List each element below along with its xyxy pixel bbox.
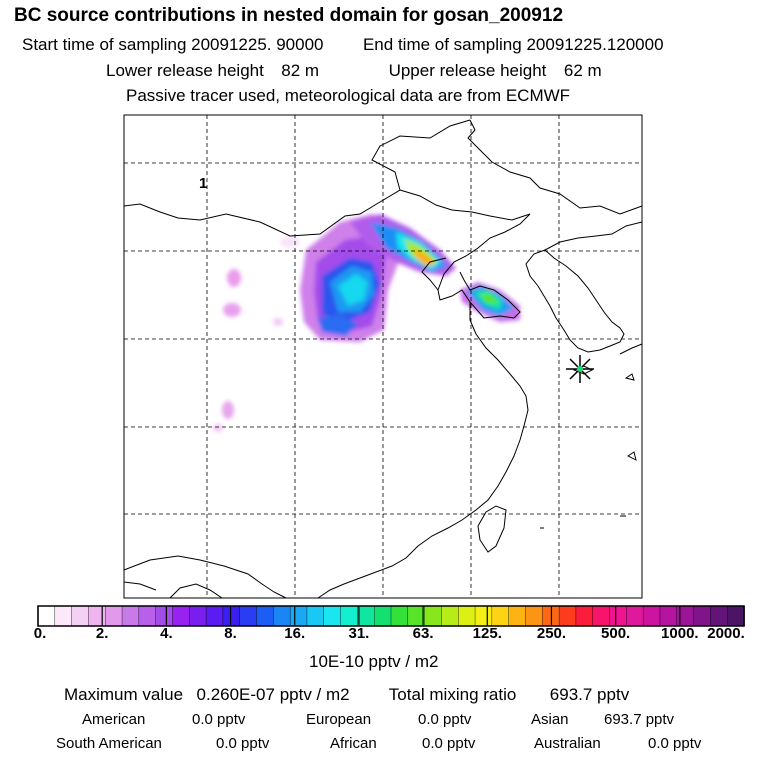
colorbar-cell [609,605,628,627]
colorbar-cell [458,605,476,627]
region-value-african: 0.0 pptv [422,735,476,752]
colorbar-cell [441,605,459,627]
region-name-european: European [306,711,372,728]
colorbar-cell [390,605,409,627]
colorbar-cell [105,605,123,627]
colorbar-cell [693,605,712,627]
sampling-times-line: Start time of sampling 20091225. 90000 E… [22,35,664,55]
colorbar-cell [71,605,90,627]
colorbar-unit: 10E-10 pptv / m2 [309,652,439,671]
colorbar-label: 1000. [661,625,699,642]
total-mixing-label: Total mixing ratio [388,685,517,704]
end-time-label: End time of sampling [362,35,522,54]
colorbar-label: 4. [160,625,173,642]
region-name-african: African [330,735,377,752]
colorbar-cell [289,605,308,627]
colorbar-cell [659,605,678,627]
map-gridlines [124,115,642,598]
region-value-asian: 693.7 pptv [604,711,675,728]
colorbar-cell [340,605,359,627]
lower-height-value: 82 m [281,61,320,80]
colorbar-cell [575,605,594,627]
colorbar-label: 2000. [707,625,745,642]
region-name-american: American [82,711,146,728]
upper-height-label: Upper release height [388,61,547,80]
colorbar-cell [323,605,342,627]
colorbar-label: 0. [33,625,47,642]
colorbar-cell [155,605,174,627]
colorbar-major-ticks [37,606,745,626]
concentration-plume [213,214,520,432]
colorbar-cell [239,605,258,627]
colorbar-cell [205,605,224,627]
colorbar-cell [508,605,527,627]
colorbar-cell [491,605,510,627]
asterisk-receptor-icon [566,355,594,383]
coastlines-and-borders [123,119,643,599]
region-value-american: 0.0 pptv [192,711,246,728]
region-value-australian: 0.0 pptv [648,735,702,752]
colorbar-cell [592,605,611,627]
colorbar-label: 2. [95,625,109,642]
release-heights-line: Lower release height 82 m Upper release … [106,61,602,81]
colorbar-cell [626,605,644,627]
colorbar-cell [525,605,543,627]
colorbar-label: 8. [224,625,237,642]
end-time-value: 20091225.120000 [526,35,664,54]
max-value-label: Maximum value [64,685,184,704]
colorbar-cell [256,605,275,627]
region-value-south-american: 0.0 pptv [216,735,270,752]
colorbar-label: 16. [284,625,306,642]
colorbar-cell [222,605,241,627]
plot-title: BC source contributions in nested domain… [14,5,564,26]
colorbar-cell [273,605,291,627]
start-time-label: Start time of sampling [22,35,187,54]
colorbar-cell [726,605,745,627]
max-value: 0.260E-07 pptv / m2 [196,685,350,704]
summary-line: Maximum value 0.260E-07 pptv / m2 Total … [64,685,629,705]
colorbar-cell [88,605,106,627]
colorbar-cell [424,605,443,627]
colorbar-cell [54,605,73,627]
upper-height-value: 62 m [563,61,602,80]
colorbar-cells [37,605,745,627]
colorbar-label: 500. [601,625,631,642]
region-name-asian: Asian [531,711,569,728]
colorbar-cell [642,605,661,627]
colorbar-label: 31. [348,625,370,642]
colorbar-cell [357,605,375,627]
colorbar-cell [121,605,140,627]
colorbar-cell [306,605,325,627]
tracer-note: Passive tracer used, meteorological data… [126,86,571,105]
colorbar-cell [138,605,157,627]
colorbar-cell [710,605,728,627]
start-time-value: 20091225. 90000 [191,35,324,54]
colorbar-cell [558,605,577,627]
colorbar-label: 250. [536,625,567,642]
total-mixing-value: 693.7 pptv [549,685,630,704]
colorbar-cell [37,605,56,627]
colorbar-label: 125. [472,625,502,642]
colorbar-cell [474,605,493,627]
lower-height-label: Lower release height [106,61,264,80]
colorbar-cell [172,605,190,627]
region-value-european: 0.0 pptv [418,711,472,728]
colorbar-label: 63. [412,625,434,642]
region-name-australian: Australian [534,735,601,752]
region-name-south-american: South American [56,735,162,752]
colorbar-cell [373,605,392,627]
colorbar-cell [189,605,207,627]
map-label-1: 1 [199,175,207,192]
